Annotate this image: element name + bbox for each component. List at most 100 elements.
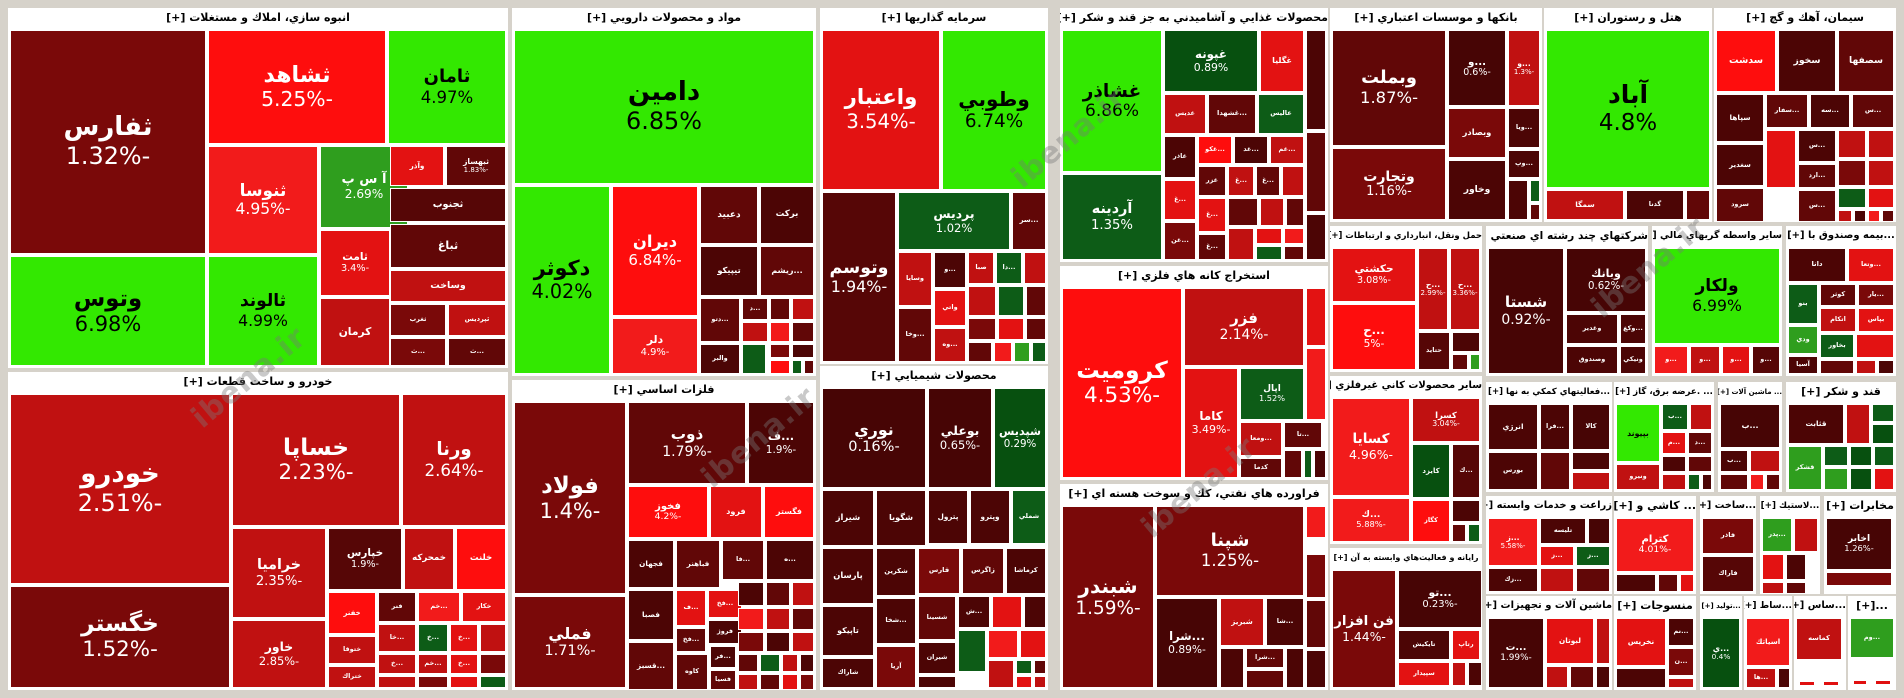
stock-tile-ثغرب[interactable]: ثغرب <box>390 304 446 336</box>
stock-tile-اخابر[interactable]: اخابر -1.26% <box>1826 518 1892 570</box>
stock-tile[interactable] <box>1778 668 1790 688</box>
stock-tile[interactable] <box>1596 666 1610 688</box>
stock-tile-فن افزار[interactable]: فن افزار -1.44% <box>1332 570 1396 688</box>
stock-tile-شپديس[interactable]: شپديس 0.29% <box>994 388 1046 488</box>
stock-tile-...ب[interactable]: ...ب <box>1662 404 1688 430</box>
stock-tile[interactable] <box>1032 342 1046 362</box>
stock-tile[interactable] <box>1838 210 1852 222</box>
stock-tile-بورس[interactable]: بورس <box>1488 452 1538 490</box>
stock-tile[interactable] <box>1794 518 1818 552</box>
stock-tile-دكوثر[interactable]: دكوثر 4.02% <box>514 186 610 374</box>
stock-tile-فنر[interactable]: فنر <box>378 592 416 622</box>
stock-tile-وغدير[interactable]: وغدير <box>1566 314 1618 344</box>
sector-header-machinery[interactable]: ماشين آلات و تجهيزات [+] <box>1486 596 1612 616</box>
stock-tile[interactable] <box>1306 288 1326 346</box>
stock-tile-...ه[interactable]: ...ه <box>766 540 814 580</box>
stock-tile-كرمان[interactable]: كرمان <box>320 298 390 366</box>
stock-tile-...غ[interactable]: ...غ <box>1198 198 1226 232</box>
sector-header-sugar[interactable]: قند و شكر [+] <box>1786 382 1896 402</box>
stock-tile[interactable] <box>1838 188 1866 208</box>
stock-tile[interactable] <box>450 676 478 688</box>
stock-tile-...ب[interactable]: ...ب <box>1720 404 1780 448</box>
stock-tile[interactable] <box>792 344 814 358</box>
stock-tile[interactable] <box>1452 500 1480 522</box>
stock-tile-شسينا[interactable]: شسينا <box>918 596 956 640</box>
stock-tile-...خ[interactable]: ...خ <box>450 654 478 674</box>
stock-tile[interactable] <box>1306 506 1326 538</box>
stock-tile[interactable] <box>994 342 1012 362</box>
stock-tile-خفنر[interactable]: خفنر <box>328 592 376 634</box>
stock-tile-تاپيكو[interactable]: تاپيكو <box>822 606 874 656</box>
stock-tile-واتي[interactable]: واتي <box>934 290 966 326</box>
stock-tile-...و[interactable]: ...و <box>1752 346 1780 374</box>
stock-tile[interactable] <box>1616 574 1656 592</box>
stock-tile[interactable] <box>792 632 814 652</box>
sector-header-real-estate[interactable]: انبوه سازي، املاك و مستغلات [+] <box>8 8 508 28</box>
stock-tile[interactable] <box>1850 446 1872 466</box>
stock-tile[interactable] <box>1872 674 1894 688</box>
stock-tile-...تو[interactable]: ...تو -0.23% <box>1398 570 1482 628</box>
stock-tile-آريا[interactable]: آريا <box>876 646 916 688</box>
stock-tile[interactable] <box>1874 446 1894 466</box>
stock-tile-...د[interactable]: ...د <box>742 298 768 320</box>
stock-tile[interactable] <box>1314 450 1326 478</box>
stock-tile-تليسه[interactable]: تليسه <box>1540 518 1586 544</box>
stock-tile[interactable] <box>1596 618 1610 664</box>
stock-tile-...ك[interactable]: ...ك <box>1452 444 1480 498</box>
stock-tile[interactable] <box>998 286 1024 316</box>
stock-tile[interactable] <box>1766 474 1780 490</box>
stock-tile-فسيا[interactable]: فسيا <box>710 670 736 690</box>
sector-header-chemicals[interactable]: محصولات شيميايي [+] <box>820 366 1048 386</box>
stock-tile-...فرا[interactable]: ...فرا <box>1540 404 1570 450</box>
stock-tile[interactable] <box>1034 676 1046 688</box>
stock-tile-...ب[interactable]: ...ب <box>1720 450 1748 472</box>
stock-tile-...س[interactable]: ...س <box>1852 94 1894 128</box>
stock-tile-...ريشم[interactable]: ...ريشم <box>760 246 814 296</box>
stock-tile-ثباغ[interactable]: ثباغ <box>390 224 506 268</box>
stock-tile-...وكغ[interactable]: ...وكغ <box>1620 314 1646 344</box>
stock-tile[interactable] <box>1662 474 1686 490</box>
stock-tile[interactable] <box>480 624 506 652</box>
stock-tile[interactable] <box>1702 474 1712 490</box>
stock-tile[interactable] <box>1246 670 1284 688</box>
stock-tile[interactable] <box>766 582 790 606</box>
sector-header-oil-products[interactable]: فراورده هاي نفتي، كك و سوخت هسته اي [+] <box>1060 484 1328 504</box>
stock-tile-ثجنوب[interactable]: ثجنوب <box>390 188 506 222</box>
stock-tile-...قسبز[interactable]: ...قسبز <box>628 642 674 690</box>
stock-tile-دامين[interactable]: دامين 6.85% <box>514 30 814 184</box>
stock-tile-سصفها[interactable]: سصفها <box>1838 30 1894 92</box>
stock-tile[interactable] <box>1570 666 1594 688</box>
stock-tile-ودي[interactable]: ودي <box>1788 326 1818 354</box>
stock-tile-قشكر[interactable]: قشكر <box>1788 446 1822 490</box>
stock-tile[interactable] <box>1846 404 1870 444</box>
stock-tile-صبا[interactable]: صبا <box>968 252 994 284</box>
stock-tile-پارسان[interactable]: پارسان <box>822 548 874 604</box>
stock-tile[interactable] <box>1824 446 1848 466</box>
stock-tile-ورنا[interactable]: ورنا -2.64% <box>402 394 506 526</box>
stock-tile-...پدر[interactable]: ...پدر <box>1762 518 1792 552</box>
stock-tile[interactable] <box>988 660 1014 688</box>
stock-tile[interactable] <box>770 344 790 358</box>
stock-tile[interactable] <box>1284 246 1304 260</box>
stock-tile-...و[interactable]: ...و <box>1654 346 1688 374</box>
stock-tile[interactable] <box>1762 554 1784 580</box>
stock-tile-...[+][interactable] <box>1850 660 1894 672</box>
stock-tile-...فا[interactable]: ...فا <box>722 540 764 580</box>
sector-header-conglomerates[interactable]: شركتهاي چند رشته اي صنعتي [+] <box>1486 226 1648 246</box>
stock-tile-...ت[interactable]: ...ت -1.99% <box>1488 618 1544 688</box>
stock-tile-اتكام[interactable]: اتكام <box>1820 308 1856 332</box>
stock-tile[interactable] <box>1286 198 1304 226</box>
stock-tile[interactable] <box>1026 318 1046 340</box>
stock-tile-سمگا[interactable]: سمگا <box>1546 190 1624 220</box>
stock-tile-...[+][interactable] <box>1796 662 1842 674</box>
stock-tile-...خ[interactable]: ...خ <box>418 624 448 652</box>
stock-tile[interactable] <box>1304 450 1312 478</box>
stock-tile-ختوقا[interactable]: ختوقا <box>328 636 376 664</box>
stock-tile-خودرو[interactable]: خودرو -2.51% <box>10 394 230 584</box>
stock-tile-شملي[interactable]: شملي <box>1012 490 1046 544</box>
stock-tile-شيراز[interactable]: شيراز <box>822 490 874 546</box>
stock-tile-فخوز[interactable]: فخوز -4.2% <box>628 486 708 538</box>
stock-tile[interactable] <box>378 676 416 688</box>
stock-tile-وتوس[interactable]: وتوس 6.98% <box>10 256 206 366</box>
sector-header-food[interactable]: محصولات غذايي و آشاميدني به جز قند و شكر… <box>1060 8 1328 28</box>
